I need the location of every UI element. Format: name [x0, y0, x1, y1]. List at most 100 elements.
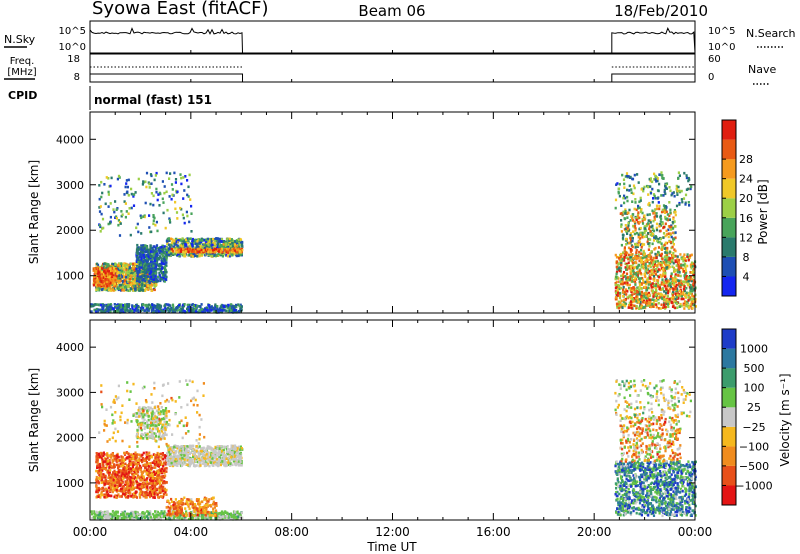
data-cell	[170, 244, 173, 247]
data-cell	[213, 237, 216, 241]
data-cell	[126, 263, 129, 267]
data-cell	[116, 279, 120, 283]
data-cell	[179, 308, 183, 311]
data-cell	[655, 207, 659, 211]
data-cell	[181, 306, 184, 309]
data-cell	[136, 263, 139, 267]
data-cell	[98, 268, 101, 272]
data-cell	[615, 280, 618, 284]
data-cell	[127, 280, 130, 283]
data-cell	[646, 240, 649, 244]
data-cell	[95, 288, 98, 291]
data-cell	[235, 241, 238, 245]
data-cell	[642, 189, 645, 193]
data-cell	[113, 280, 116, 283]
data-cell	[112, 272, 115, 276]
data-cell	[219, 252, 222, 256]
data-cell	[658, 173, 661, 176]
data-cell	[630, 306, 633, 310]
data-cell	[656, 177, 659, 180]
data-cell	[157, 193, 160, 196]
data-cell	[175, 242, 178, 246]
data-cell	[172, 253, 175, 256]
data-cell	[110, 272, 113, 275]
data-cell	[155, 220, 158, 224]
data-cell	[619, 259, 622, 263]
data-cell	[116, 306, 119, 310]
data-cell	[165, 239, 168, 243]
data-cell	[153, 261, 156, 264]
data-cell	[655, 303, 658, 306]
data-cell	[623, 281, 626, 285]
data-cell	[620, 278, 623, 282]
data-cell	[93, 281, 97, 285]
data-cell	[641, 222, 645, 225]
data-cell	[648, 242, 651, 245]
data-cell	[164, 268, 167, 272]
data-cell	[671, 220, 674, 224]
data-cell	[694, 305, 697, 308]
data-cell	[93, 279, 96, 283]
data-cell	[624, 217, 627, 221]
data-cell	[165, 270, 168, 274]
data-cell	[661, 208, 664, 212]
data-cell	[135, 303, 138, 307]
data-cell	[687, 179, 690, 183]
data-cell	[664, 291, 668, 295]
data-cell	[165, 250, 169, 253]
data-cell	[634, 222, 637, 225]
data-cell	[98, 286, 101, 289]
data-cell	[649, 221, 652, 224]
data-cell	[144, 271, 147, 274]
data-cell	[240, 248, 244, 252]
data-cell	[207, 304, 210, 307]
data-cell	[118, 272, 122, 276]
data-cell	[676, 193, 679, 196]
data-cell	[238, 250, 241, 253]
data-cell	[634, 201, 637, 204]
data-cell	[692, 279, 695, 282]
data-cell	[665, 277, 668, 281]
data-cell	[614, 277, 617, 281]
data-cell	[134, 288, 137, 291]
data-cell	[109, 202, 112, 205]
data-cell	[205, 308, 208, 312]
data-cell	[643, 299, 646, 303]
data-cell	[663, 225, 666, 229]
data-cell	[638, 250, 641, 254]
data-cell	[223, 305, 226, 309]
data-cell	[103, 309, 106, 312]
data-cell	[631, 237, 634, 240]
data-cell	[640, 188, 643, 191]
data-cell	[141, 274, 144, 277]
data-cell	[686, 255, 689, 258]
data-cell	[623, 252, 626, 256]
data-cell	[680, 198, 683, 201]
data-cell	[119, 266, 122, 270]
data-cell	[633, 266, 636, 269]
data-cell	[121, 272, 125, 276]
data-cell	[118, 303, 121, 306]
data-cell	[625, 174, 629, 178]
data-cell	[616, 289, 619, 292]
data-cell	[669, 189, 672, 193]
data-cell	[109, 267, 112, 270]
data-cell	[626, 211, 629, 215]
data-cell	[217, 252, 220, 256]
data-cell	[140, 255, 144, 258]
data-cell	[150, 277, 154, 281]
data-cell	[680, 295, 683, 298]
data-cell	[621, 280, 624, 284]
data-cell	[624, 251, 627, 254]
data-cell	[673, 194, 676, 198]
data-cell	[228, 239, 231, 242]
data-cell	[107, 310, 110, 313]
data-cell	[191, 239, 194, 243]
freq-traces	[89, 50, 696, 82]
data-cell	[614, 286, 617, 290]
data-cell	[231, 308, 234, 312]
data-cell	[651, 298, 654, 301]
data-cell	[142, 303, 145, 306]
data-cell	[636, 275, 640, 278]
data-cell	[649, 252, 652, 255]
